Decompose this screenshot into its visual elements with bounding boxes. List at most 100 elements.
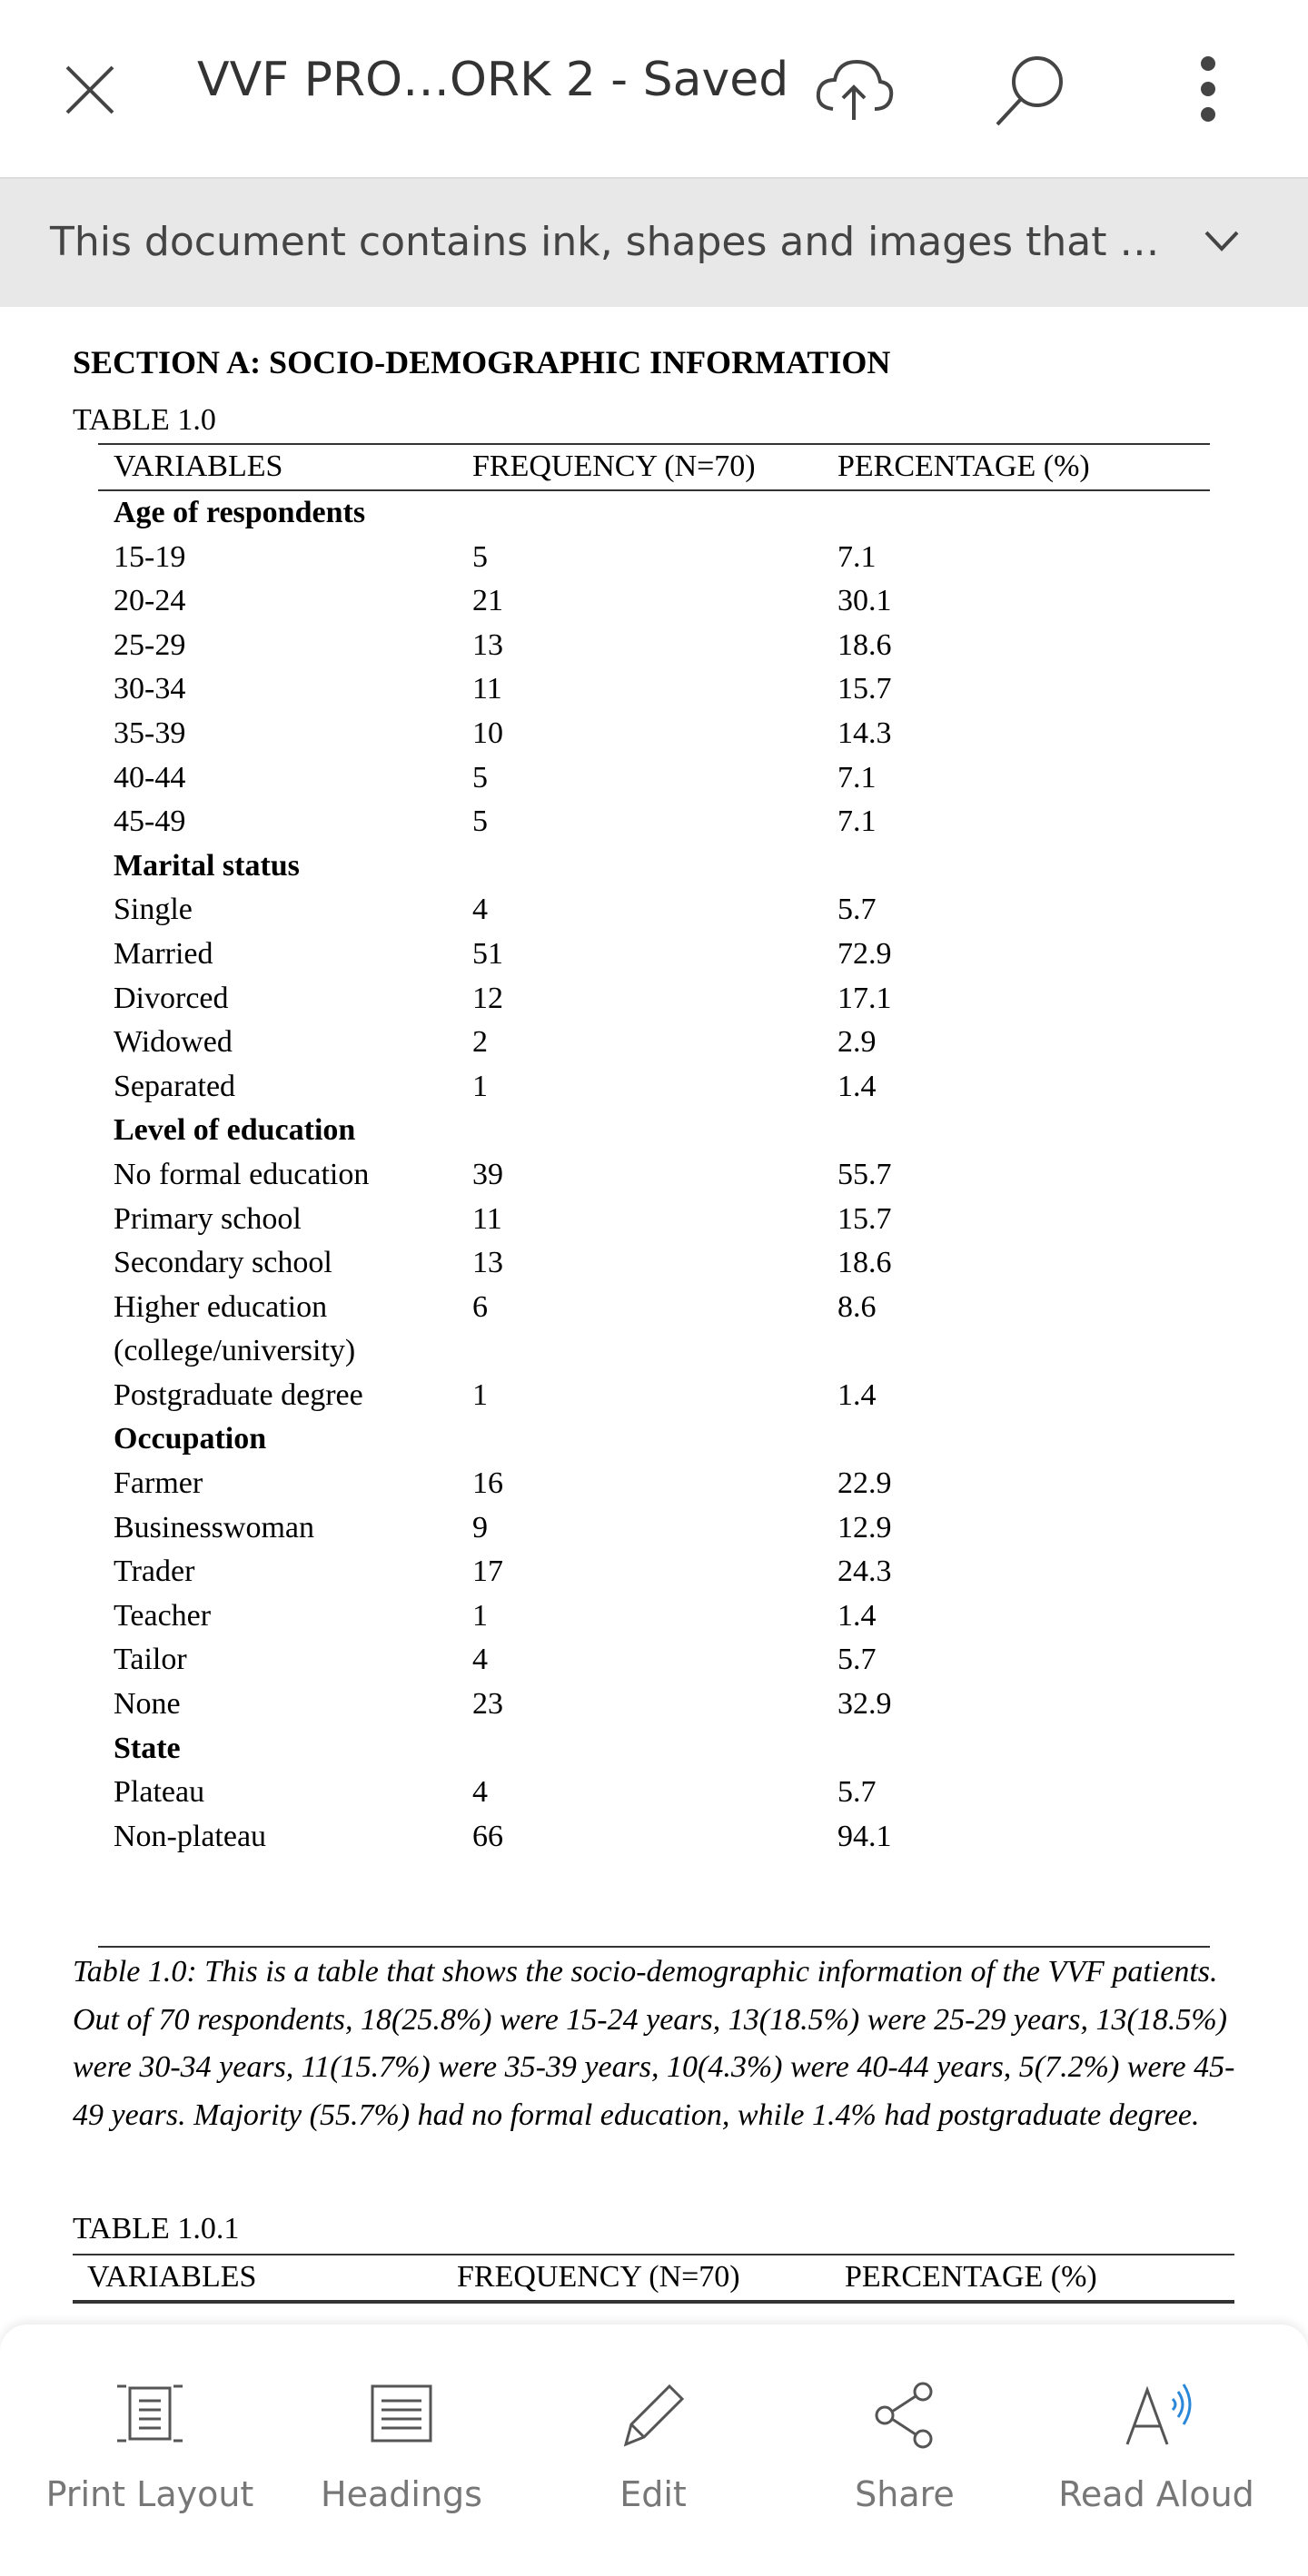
table: VARIABLES FREQUENCY (N=70) PERCENTAGE (%) [73,2254,1234,2304]
table-cell: 2 [472,1025,488,1060]
header-cell: VARIABLES [114,449,283,483]
table-row: 45-49 5 7.1 [98,800,1210,844]
toolbar-icon [875,2382,933,2449]
header-cell: FREQUENCY (N=70) [472,449,756,483]
table-cell: 10 [472,716,503,750]
table-cell: 16 [472,1466,503,1501]
table-row: Single 4 5.7 [98,888,1210,933]
group-row: State [98,1727,1210,1772]
table-cell: 40-44 [114,760,186,795]
table-cell: 21 [472,584,503,618]
more-button[interactable] [1197,54,1219,123]
table-cell: Non-plateau [114,1819,267,1853]
table-cell: 15.7 [837,672,892,706]
table-row: Tailor 4 5.7 [98,1638,1210,1683]
section-title: SECTION A: SOCIO-DEMOGRAPHIC INFORMATION [73,344,891,380]
table-cell: 66 [472,1819,503,1853]
table-caption: TABLE 1.0.1 [73,2212,240,2245]
toolbar-button[interactable]: Edit [528,2324,778,2576]
table-row: Divorced 12 17.1 [98,977,1210,1022]
toolbar-button[interactable]: Read Aloud [1031,2324,1282,2576]
toolbar-button[interactable]: Headings [276,2324,527,2576]
table-note: Table 1.0: This is a table that shows th… [73,1955,1235,2132]
table-cell: 1.4 [837,1377,877,1412]
table-cell: 55.7 [837,1157,892,1191]
table-row: 35-39 10 14.3 [98,712,1210,756]
group-heading: Level of education [114,1113,356,1148]
table-cell: 15.7 [837,1201,892,1236]
table-cell: Businesswoman [114,1510,314,1545]
table-row: Secondary school 13 18.6 [98,1241,1210,1286]
table-cell: 72.9 [837,936,892,971]
search-button[interactable] [990,50,1072,132]
table-cell: No formal education [114,1157,370,1191]
table-cell: 5 [472,804,488,839]
toolbar-label: Print Layout [45,2474,254,2514]
toolbar-label: Share [855,2474,955,2514]
table-cell: Married [114,936,213,971]
group-row: Marital status [98,844,1210,889]
table-cell: 4 [472,1775,488,1810]
table-cell: 11 [472,1201,502,1236]
header-cell: PERCENTAGE (%) [845,2260,1097,2294]
upload-button[interactable] [813,54,895,123]
table-row: 30-34 11 15.7 [98,667,1210,712]
table-cell: 7.1 [837,539,877,574]
toolbar-icon [623,2384,685,2447]
table-row: Businesswoman 9 12.9 [98,1506,1210,1551]
table-cell: 13 [472,627,503,662]
table-cell: Single [114,893,193,927]
table-cell: 8.6 [837,1289,877,1324]
table-cell: 1 [472,1069,488,1103]
group-row: Age of respondents [98,491,1210,536]
app-header: VVF PRO…ORK 2 - Saved [0,0,1308,179]
table-cell: 24.3 [837,1554,892,1589]
table-cell: 5.7 [837,1643,877,1677]
table-cell: 18.6 [837,627,892,662]
expand-button[interactable] [1204,230,1240,253]
table-cell: Tailor [114,1643,187,1677]
table-cell: 22.9 [837,1466,892,1501]
header-cell: PERCENTAGE (%) [837,449,1090,483]
toolbar-button[interactable]: Print Layout [25,2324,275,2576]
table-cell: 12.9 [837,1510,892,1545]
group-row: Occupation [98,1417,1210,1462]
table-row: Trader 17 24.3 [98,1550,1210,1594]
table-cell: 5.7 [837,893,877,927]
close-button[interactable] [64,64,116,116]
table-cell: 7.1 [837,804,877,839]
bottom-toolbar: Print Layout Headings Edit Share Read Aloud [0,2324,1308,2576]
table-row: Farmer 16 22.9 [98,1462,1210,1506]
table-cell: 11 [472,672,502,706]
table-cell: 1.4 [837,1069,877,1103]
table-cell: 23 [472,1687,503,1722]
table-cell: 5.7 [837,1775,877,1810]
table-row: Primary school 11 15.7 [98,1198,1210,1242]
toolbar-label: Read Aloud [1058,2474,1254,2514]
table-cell: Trader [114,1554,195,1589]
table-cell: 20-24 [114,584,186,618]
header-cell: FREQUENCY (N=70) [457,2260,740,2294]
toolbar-icon [1125,2384,1192,2445]
table: VARIABLES FREQUENCY (N=70) PERCENTAGE (%) A… [98,443,1210,1859]
table-cell: 94.1 [837,1819,892,1853]
toolbar-button[interactable]: Share [779,2324,1030,2576]
table-cell: 5 [472,539,488,574]
group-heading: Marital status [114,848,300,883]
banner-text: This document contains ink, shapes and i… [50,219,1160,265]
group-heading: Occupation [114,1422,267,1456]
document-title[interactable]: VVF PRO…ORK 2 - Saved [197,53,789,107]
table-cell: 1 [472,1598,488,1633]
toolbar-label: Edit [619,2474,687,2514]
table-row: Separated 1 1.4 [98,1065,1210,1110]
table-cell: 30.1 [837,584,892,618]
group-heading: Age of respondents [114,496,366,529]
table-row: Teacher 1 1.4 [98,1594,1210,1639]
info-banner[interactable]: This document contains ink, shapes and i… [0,179,1308,307]
table-cell: 1.4 [837,1598,877,1633]
table-cell: Separated [114,1069,236,1103]
table-row: Non-plateau 66 94.1 [98,1815,1210,1860]
toolbar-label: Headings [321,2474,482,2514]
header-row: VARIABLES FREQUENCY (N=70) PERCENTAGE (%) [73,2255,1234,2302]
